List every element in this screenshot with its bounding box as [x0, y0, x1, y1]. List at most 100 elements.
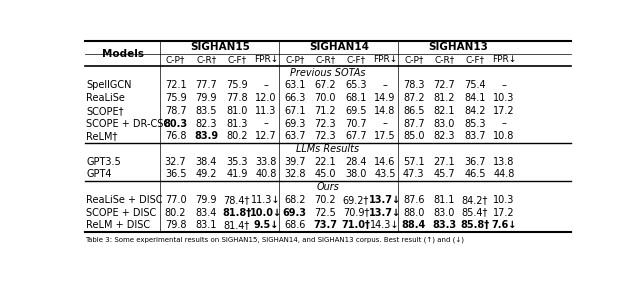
Text: 79.9: 79.9 — [195, 93, 217, 103]
Text: C-P†: C-P† — [404, 55, 424, 64]
Text: 38.4: 38.4 — [196, 157, 217, 167]
Text: 72.3: 72.3 — [314, 119, 336, 129]
Text: 81.2: 81.2 — [434, 93, 455, 103]
Text: 70.2: 70.2 — [314, 195, 336, 205]
Text: 72.5: 72.5 — [314, 207, 336, 218]
Text: 65.3: 65.3 — [345, 80, 367, 90]
Text: LLMs Results: LLMs Results — [296, 144, 360, 154]
Text: 78.4†: 78.4† — [223, 195, 250, 205]
Text: 85.4†: 85.4† — [462, 207, 488, 218]
Text: 10.3: 10.3 — [493, 93, 515, 103]
Text: ReaLiSe: ReaLiSe — [86, 93, 125, 103]
Text: 83.3: 83.3 — [433, 220, 456, 230]
Text: C-R†: C-R† — [196, 55, 216, 64]
Text: 81.0: 81.0 — [226, 106, 248, 116]
Text: 84.2: 84.2 — [464, 106, 486, 116]
Text: 46.5: 46.5 — [464, 169, 486, 180]
Text: –: – — [383, 80, 387, 90]
Text: 9.5↓: 9.5↓ — [253, 220, 278, 230]
Text: 38.0: 38.0 — [345, 169, 367, 180]
Text: 67.2: 67.2 — [314, 80, 336, 90]
Text: SCOPE + DISC: SCOPE + DISC — [86, 207, 157, 218]
Text: 28.4: 28.4 — [345, 157, 367, 167]
Text: 68.1: 68.1 — [345, 93, 367, 103]
Text: 71.0†: 71.0† — [342, 220, 371, 230]
Text: 17.2: 17.2 — [493, 106, 515, 116]
Text: 63.1: 63.1 — [284, 80, 305, 90]
Text: 82.1: 82.1 — [434, 106, 455, 116]
Text: 85.8†: 85.8† — [460, 220, 490, 230]
Text: ReaLiSe + DISC: ReaLiSe + DISC — [86, 195, 163, 205]
Text: 14.3↓: 14.3↓ — [370, 220, 399, 230]
Text: 77.8: 77.8 — [226, 93, 248, 103]
Text: 45.7: 45.7 — [434, 169, 455, 180]
Text: 82.3: 82.3 — [195, 119, 217, 129]
Text: 68.6: 68.6 — [284, 220, 305, 230]
Text: 75.9: 75.9 — [226, 80, 248, 90]
Text: 69.3: 69.3 — [284, 119, 305, 129]
Text: 83.9: 83.9 — [194, 131, 218, 141]
Text: 36.5: 36.5 — [165, 169, 186, 180]
Text: FPR↓: FPR↓ — [372, 55, 397, 64]
Text: SCOPE†: SCOPE† — [86, 106, 124, 116]
Text: 82.3: 82.3 — [434, 131, 455, 141]
Text: 81.3: 81.3 — [226, 119, 248, 129]
Text: 32.8: 32.8 — [284, 169, 305, 180]
Text: 83.0: 83.0 — [434, 119, 455, 129]
Text: 14.8: 14.8 — [374, 106, 396, 116]
Text: 67.1: 67.1 — [284, 106, 305, 116]
Text: FPR↓: FPR↓ — [253, 55, 278, 64]
Text: 73.7: 73.7 — [314, 220, 337, 230]
Text: 10.3: 10.3 — [493, 195, 515, 205]
Text: C-P†: C-P† — [285, 55, 305, 64]
Text: C-R†: C-R† — [435, 55, 454, 64]
Text: Ours: Ours — [317, 182, 339, 192]
Text: 10.0↓: 10.0↓ — [250, 207, 282, 218]
Text: 80.2: 80.2 — [226, 131, 248, 141]
Text: C-F†: C-F† — [465, 55, 484, 64]
Text: C-R†: C-R† — [316, 55, 335, 64]
Text: 79.9: 79.9 — [195, 195, 217, 205]
Text: Previous SOTAs: Previous SOTAs — [291, 68, 365, 78]
Text: 83.5: 83.5 — [195, 106, 217, 116]
Text: 17.2: 17.2 — [493, 207, 515, 218]
Text: 72.1: 72.1 — [165, 80, 186, 90]
Text: 83.4: 83.4 — [196, 207, 217, 218]
Text: C-F†: C-F† — [227, 55, 246, 64]
Text: –: – — [502, 119, 506, 129]
Text: 71.2: 71.2 — [314, 106, 336, 116]
Text: 10.8: 10.8 — [493, 131, 515, 141]
Text: 14.9: 14.9 — [374, 93, 396, 103]
Text: 78.3: 78.3 — [403, 80, 424, 90]
Text: 49.2: 49.2 — [195, 169, 217, 180]
Text: 72.3: 72.3 — [314, 131, 336, 141]
Text: –: – — [263, 119, 268, 129]
Text: 44.8: 44.8 — [493, 169, 515, 180]
Text: Table 3: Some experimental results on SIGHAN15, SIGHAN14, and SIGHAN13 corpus. B: Table 3: Some experimental results on SI… — [85, 236, 464, 243]
Text: –: – — [383, 119, 387, 129]
Text: 84.2†: 84.2† — [462, 195, 488, 205]
Text: 75.9: 75.9 — [165, 93, 186, 103]
Text: 43.5: 43.5 — [374, 169, 396, 180]
Text: C-F†: C-F† — [346, 55, 365, 64]
Text: 72.7: 72.7 — [433, 80, 455, 90]
Text: 57.1: 57.1 — [403, 157, 424, 167]
Text: 68.2: 68.2 — [284, 195, 305, 205]
Text: SCOPE + DR-CSC: SCOPE + DR-CSC — [86, 119, 171, 129]
Text: 13.7↓: 13.7↓ — [369, 207, 401, 218]
Text: 87.7: 87.7 — [403, 119, 424, 129]
Text: 36.7: 36.7 — [464, 157, 486, 167]
Text: 75.4: 75.4 — [464, 80, 486, 90]
Text: 69.5: 69.5 — [345, 106, 367, 116]
Text: 11.3: 11.3 — [255, 106, 276, 116]
Text: 88.0: 88.0 — [403, 207, 424, 218]
Text: 66.3: 66.3 — [284, 93, 305, 103]
Text: GPT3.5: GPT3.5 — [86, 157, 121, 167]
Text: 81.1: 81.1 — [434, 195, 455, 205]
Text: 70.9†: 70.9† — [343, 207, 369, 218]
Text: 85.0: 85.0 — [403, 131, 424, 141]
Text: FPR↓: FPR↓ — [492, 55, 516, 64]
Text: C-P†: C-P† — [166, 55, 186, 64]
Text: 86.5: 86.5 — [403, 106, 424, 116]
Text: SpellGCN: SpellGCN — [86, 80, 132, 90]
